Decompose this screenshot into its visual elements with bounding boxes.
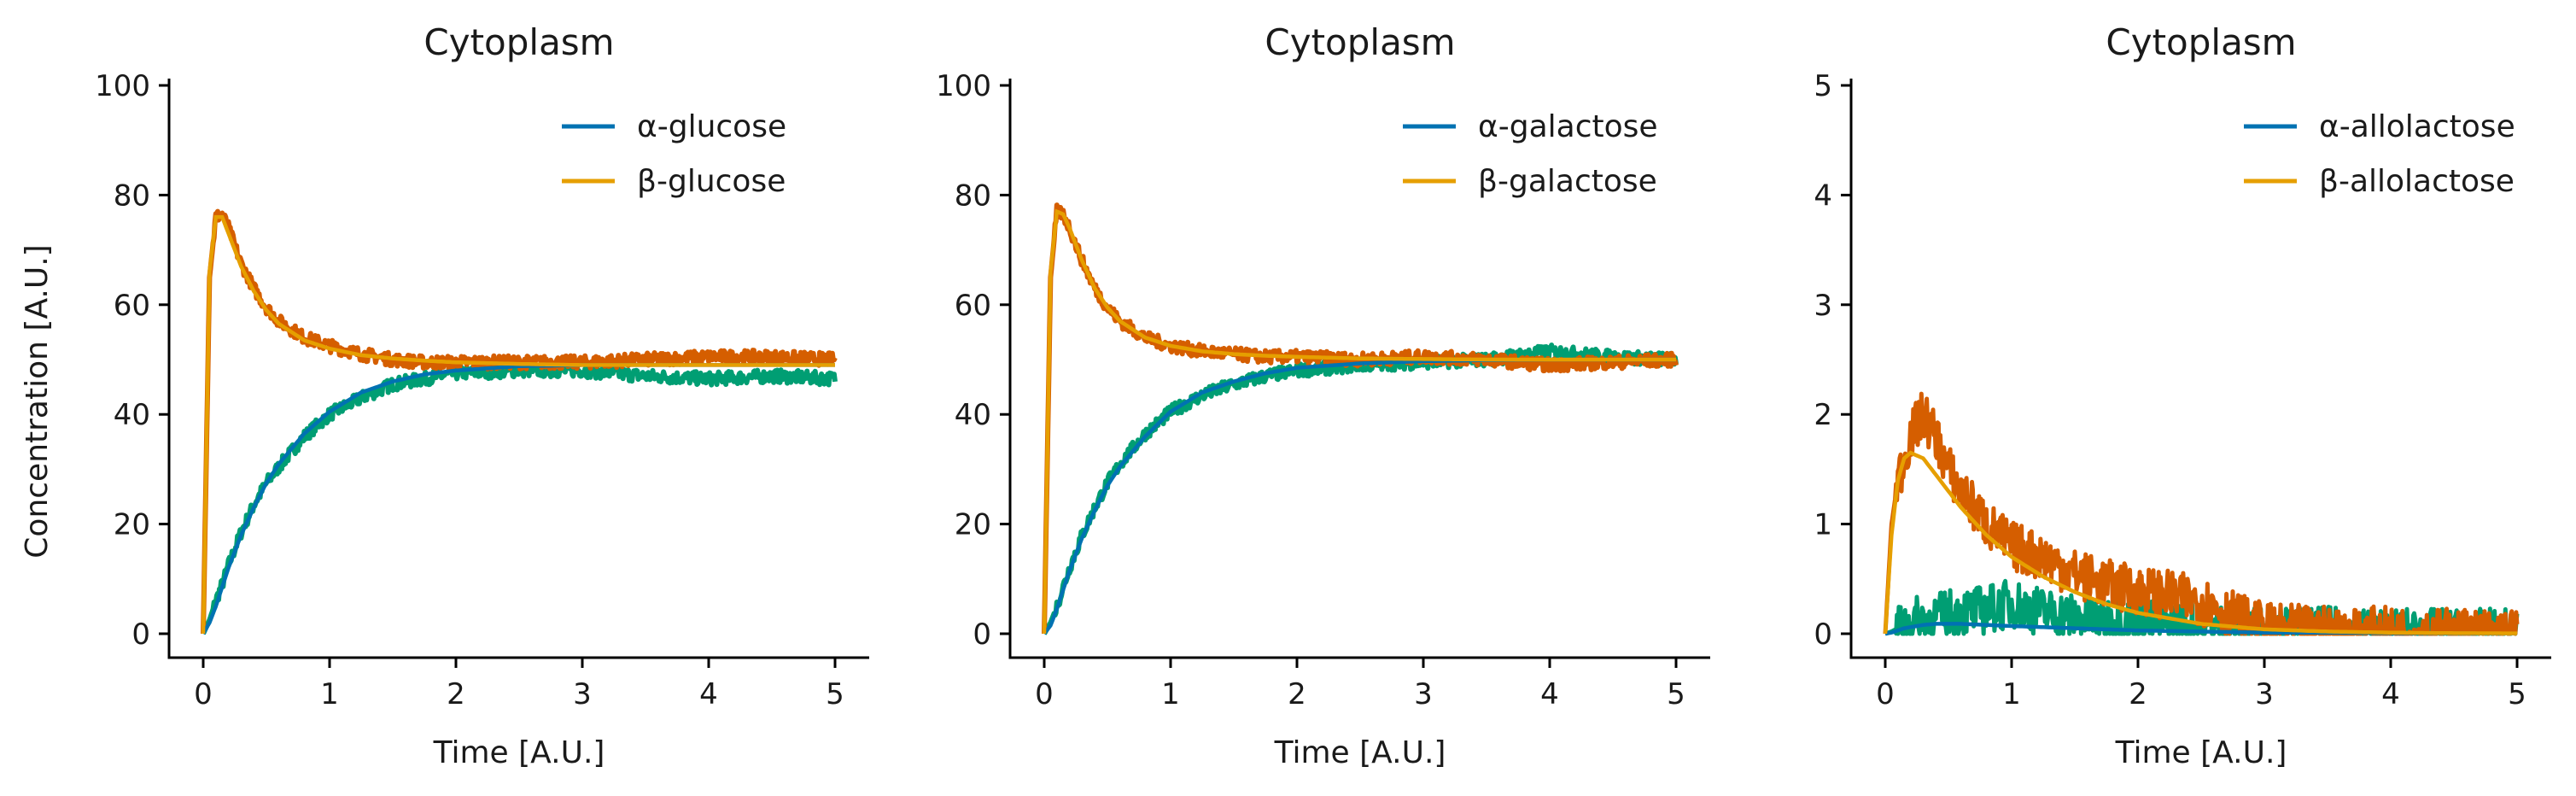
y-tick-label: 2 — [1814, 398, 1832, 432]
stochastic-trace-1 — [201, 361, 838, 635]
x-axis-label: Time [A.U.] — [2115, 735, 2287, 770]
y-tick-label: 3 — [1814, 289, 1832, 323]
x-tick-label: 1 — [1161, 677, 1180, 711]
y-tick-label: 4 — [1814, 179, 1832, 213]
axis-spines — [1849, 79, 2551, 659]
x-tick-label: 0 — [194, 677, 213, 711]
y-tick-label: 60 — [114, 289, 150, 323]
x-axis-label: Time [A.U.] — [1274, 735, 1446, 770]
chart-panel-3: Cytoplasm Time [A.U.] 0 1 2 3 4 5 0 1 2 3 4 5 α-allola… — [1814, 21, 2551, 770]
y-tick-label: 40 — [955, 398, 991, 432]
x-tick-label: 1 — [2002, 677, 2021, 711]
legend-label: α-glucose — [637, 109, 786, 144]
y-tick-label: 100 — [95, 69, 150, 103]
x-tick-label: 2 — [1288, 677, 1306, 711]
legend-label: α-allolactose — [2319, 109, 2515, 144]
chart-panel-1: Cytoplasm Time [A.U.] 0 1 2 3 4 5 0 20 40 60 80 100 α-… — [95, 21, 869, 770]
x-tick-label: 3 — [573, 677, 592, 711]
legend-label: β-galactose — [1478, 164, 1657, 199]
axis-spines — [167, 79, 869, 659]
chart-title: Cytoplasm — [2106, 21, 2296, 63]
y-tick-label: 100 — [936, 69, 991, 103]
y-tick-label: 60 — [955, 289, 991, 323]
x-tick-label: 2 — [447, 677, 465, 711]
x-tick-label: 3 — [1414, 677, 1433, 711]
x-tick-label: 0 — [1876, 677, 1895, 711]
x-tick-label: 2 — [2129, 677, 2147, 711]
x-tick-label: 5 — [2508, 677, 2526, 711]
y-tick-label: 5 — [1814, 69, 1832, 103]
chart-title: Cytoplasm — [423, 21, 614, 63]
x-tick-label: 1 — [320, 677, 339, 711]
legend-label: β-glucose — [637, 164, 786, 199]
y-axis-label: Concentration [A.U.] — [20, 244, 55, 558]
axis-spines — [1008, 79, 1710, 659]
series-line-1 — [202, 363, 835, 635]
x-tick-label: 4 — [1540, 677, 1559, 711]
legend-label: α-galactose — [1478, 109, 1658, 144]
stochastic-trace-1 — [1042, 342, 1679, 635]
y-tick-label: 0 — [131, 617, 150, 652]
x-tick-label: 0 — [1035, 677, 1054, 711]
series-line-1 — [1043, 357, 1676, 635]
x-tick-label: 3 — [2255, 677, 2274, 711]
x-axis-label: Time [A.U.] — [433, 735, 605, 770]
legend-label: β-allolactose — [2319, 164, 2515, 199]
y-tick-label: 0 — [1814, 617, 1832, 652]
stochastic-trace-2 — [1042, 202, 1679, 635]
x-tick-label: 5 — [1667, 677, 1685, 711]
chart-panel-2: Cytoplasm Time [A.U.] 0 1 2 3 4 5 0 20 40 60 80 100 α-… — [936, 21, 1710, 770]
x-tick-label: 4 — [699, 677, 718, 711]
chart-title: Cytoplasm — [1265, 21, 1455, 63]
series-line-2 — [1042, 208, 1676, 635]
y-tick-label: 20 — [955, 508, 991, 542]
stochastic-trace-2 — [201, 208, 838, 635]
y-tick-label: 20 — [114, 508, 150, 542]
series-line-2 — [1883, 450, 2517, 635]
y-tick-label: 40 — [114, 398, 150, 432]
x-tick-label: 4 — [2381, 677, 2400, 711]
y-tick-label: 80 — [955, 179, 991, 213]
series-line-2 — [201, 214, 835, 635]
y-tick-label: 1 — [1814, 508, 1832, 542]
y-tick-label: 80 — [114, 179, 150, 213]
y-tick-label: 0 — [973, 617, 991, 652]
x-tick-label: 5 — [826, 677, 844, 711]
